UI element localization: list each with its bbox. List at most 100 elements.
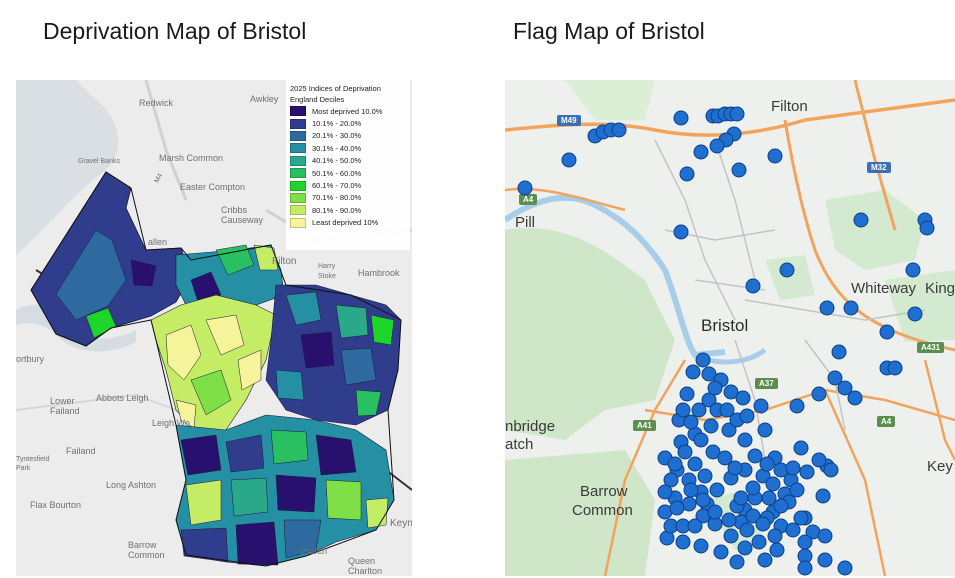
flag-marker[interactable] [663, 472, 679, 488]
flag-marker[interactable] [737, 540, 753, 556]
flag-marker[interactable] [755, 516, 771, 532]
flag-marker[interactable] [831, 344, 847, 360]
flag-marker[interactable] [723, 528, 739, 544]
flag-marker[interactable] [693, 538, 709, 554]
flag-marker[interactable] [745, 480, 761, 496]
flag-marker[interactable] [785, 460, 801, 476]
flag-marker[interactable] [727, 460, 743, 476]
flag-marker[interactable] [773, 498, 789, 514]
flag-marker[interactable] [753, 398, 769, 414]
flag-marker[interactable] [669, 500, 685, 516]
flag-marker[interactable] [823, 462, 839, 478]
flag-marker[interactable] [675, 534, 691, 550]
flag-marker[interactable] [811, 452, 827, 468]
flag-marker[interactable] [739, 522, 755, 538]
flag-marker[interactable] [745, 278, 761, 294]
flag-marker[interactable] [797, 534, 813, 550]
flag-marker[interactable] [887, 360, 903, 376]
flag-marker[interactable] [719, 402, 735, 418]
flag-marker[interactable] [735, 390, 751, 406]
flag-marker[interactable] [751, 534, 767, 550]
flag-marker[interactable] [811, 386, 827, 402]
deprivation-map[interactable]: 2025 Indices of Deprivation England Deci… [16, 80, 412, 576]
flag-marker[interactable] [691, 402, 707, 418]
flag-marker[interactable] [717, 450, 733, 466]
flag-marker[interactable] [779, 262, 795, 278]
flag-marker[interactable] [767, 528, 783, 544]
flag-marker[interactable] [767, 148, 783, 164]
flag-marker[interactable] [789, 482, 805, 498]
flag-marker[interactable] [847, 390, 863, 406]
flag-marker[interactable] [799, 464, 815, 480]
flag-marker[interactable] [679, 386, 695, 402]
flag-marker[interactable] [693, 432, 709, 448]
flag-marker[interactable] [837, 560, 853, 576]
place-label-queen-charlton: Queen Charlton [348, 556, 383, 576]
flag-map[interactable]: M49 M32 A4 A431 A37 A4 A41 Filton Pill W… [505, 80, 955, 576]
flag-marker[interactable] [731, 162, 747, 178]
flag-marker[interactable] [677, 444, 693, 460]
flag-marker[interactable] [709, 482, 725, 498]
flag-marker[interactable] [707, 504, 723, 520]
flag-marker[interactable] [745, 508, 761, 524]
flag-marker[interactable] [837, 380, 853, 396]
flag-marker[interactable] [683, 482, 699, 498]
flag-marker[interactable] [843, 300, 859, 316]
flag-marker[interactable] [703, 418, 719, 434]
flag-marker[interactable] [685, 364, 701, 380]
flag-marker[interactable] [819, 300, 835, 316]
flag-marker[interactable] [517, 180, 533, 196]
flag-marker[interactable] [667, 456, 683, 472]
flag-marker[interactable] [737, 432, 753, 448]
flag-marker[interactable] [761, 490, 777, 506]
flag-marker[interactable] [919, 220, 935, 236]
flag-marker[interactable] [759, 456, 775, 472]
flag-marker[interactable] [679, 166, 695, 182]
flag-marker[interactable] [713, 544, 729, 560]
flag-marker[interactable] [797, 560, 813, 576]
flag-marker[interactable] [675, 402, 691, 418]
flag-marker[interactable] [757, 422, 773, 438]
flag-marker[interactable] [853, 212, 869, 228]
flag-marker[interactable] [693, 144, 709, 160]
flag-marker[interactable] [747, 448, 763, 464]
flag-marker[interactable] [683, 414, 699, 430]
flag-marker[interactable] [611, 122, 627, 138]
flag-marker[interactable] [721, 512, 737, 528]
place-label-filton: Filton [272, 256, 297, 267]
flag-marker[interactable] [561, 152, 577, 168]
flag-marker[interactable] [793, 440, 809, 456]
flag-marker[interactable] [673, 224, 689, 240]
flag-marker[interactable] [701, 392, 717, 408]
flag-marker[interactable] [701, 366, 717, 382]
flag-marker[interactable] [817, 552, 833, 568]
flag-marker[interactable] [709, 138, 725, 154]
flag-marker[interactable] [707, 380, 723, 396]
flag-marker[interactable] [705, 444, 721, 460]
flag-marker[interactable] [789, 398, 805, 414]
flag-marker[interactable] [907, 306, 923, 322]
flag-marker[interactable] [695, 492, 711, 508]
flag-marker[interactable] [827, 370, 843, 386]
flag-marker[interactable] [733, 490, 749, 506]
flag-marker[interactable] [793, 510, 809, 526]
flag-marker[interactable] [673, 110, 689, 126]
flag-marker[interactable] [765, 476, 781, 492]
flag-marker[interactable] [769, 542, 785, 558]
flag-marker[interactable] [723, 384, 739, 400]
flag-marker[interactable] [729, 106, 745, 122]
flag-marker[interactable] [739, 408, 755, 424]
flag-marker[interactable] [757, 552, 773, 568]
flag-marker[interactable] [785, 522, 801, 538]
flag-marker[interactable] [817, 528, 833, 544]
flag-marker[interactable] [729, 554, 745, 570]
flag-marker[interactable] [815, 488, 831, 504]
flag-marker[interactable] [687, 518, 703, 534]
flag-marker[interactable] [905, 262, 921, 278]
flag-marker[interactable] [687, 456, 703, 472]
flag-marker[interactable] [879, 324, 895, 340]
flag-marker[interactable] [657, 484, 673, 500]
flag-marker[interactable] [695, 352, 711, 368]
flag-marker[interactable] [697, 468, 713, 484]
flag-marker[interactable] [721, 422, 737, 438]
